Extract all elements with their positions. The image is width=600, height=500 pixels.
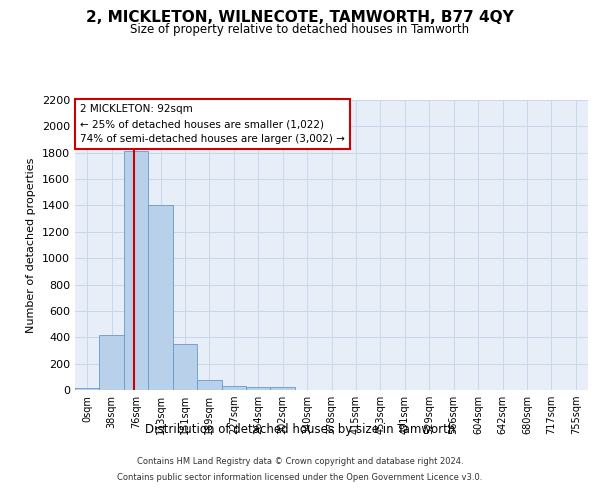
Bar bbox=[124, 152, 148, 390]
Text: Size of property relative to detached houses in Tamworth: Size of property relative to detached ho… bbox=[130, 22, 470, 36]
Text: Distribution of detached houses by size in Tamworth: Distribution of detached houses by size … bbox=[145, 422, 455, 436]
Bar bbox=[75, 388, 100, 390]
Bar bbox=[173, 344, 197, 390]
Text: 2 MICKLETON: 92sqm
← 25% of detached houses are smaller (1,022)
74% of semi-deta: 2 MICKLETON: 92sqm ← 25% of detached hou… bbox=[80, 104, 345, 144]
Text: Contains public sector information licensed under the Open Government Licence v3: Contains public sector information licen… bbox=[118, 472, 482, 482]
Bar bbox=[221, 386, 246, 390]
Bar bbox=[148, 206, 173, 390]
Text: 2, MICKLETON, WILNECOTE, TAMWORTH, B77 4QY: 2, MICKLETON, WILNECOTE, TAMWORTH, B77 4… bbox=[86, 10, 514, 25]
Text: Contains HM Land Registry data © Crown copyright and database right 2024.: Contains HM Land Registry data © Crown c… bbox=[137, 458, 463, 466]
Bar bbox=[246, 388, 271, 390]
Y-axis label: Number of detached properties: Number of detached properties bbox=[26, 158, 37, 332]
Bar bbox=[100, 334, 124, 390]
Bar bbox=[197, 380, 221, 390]
Bar bbox=[271, 388, 295, 390]
